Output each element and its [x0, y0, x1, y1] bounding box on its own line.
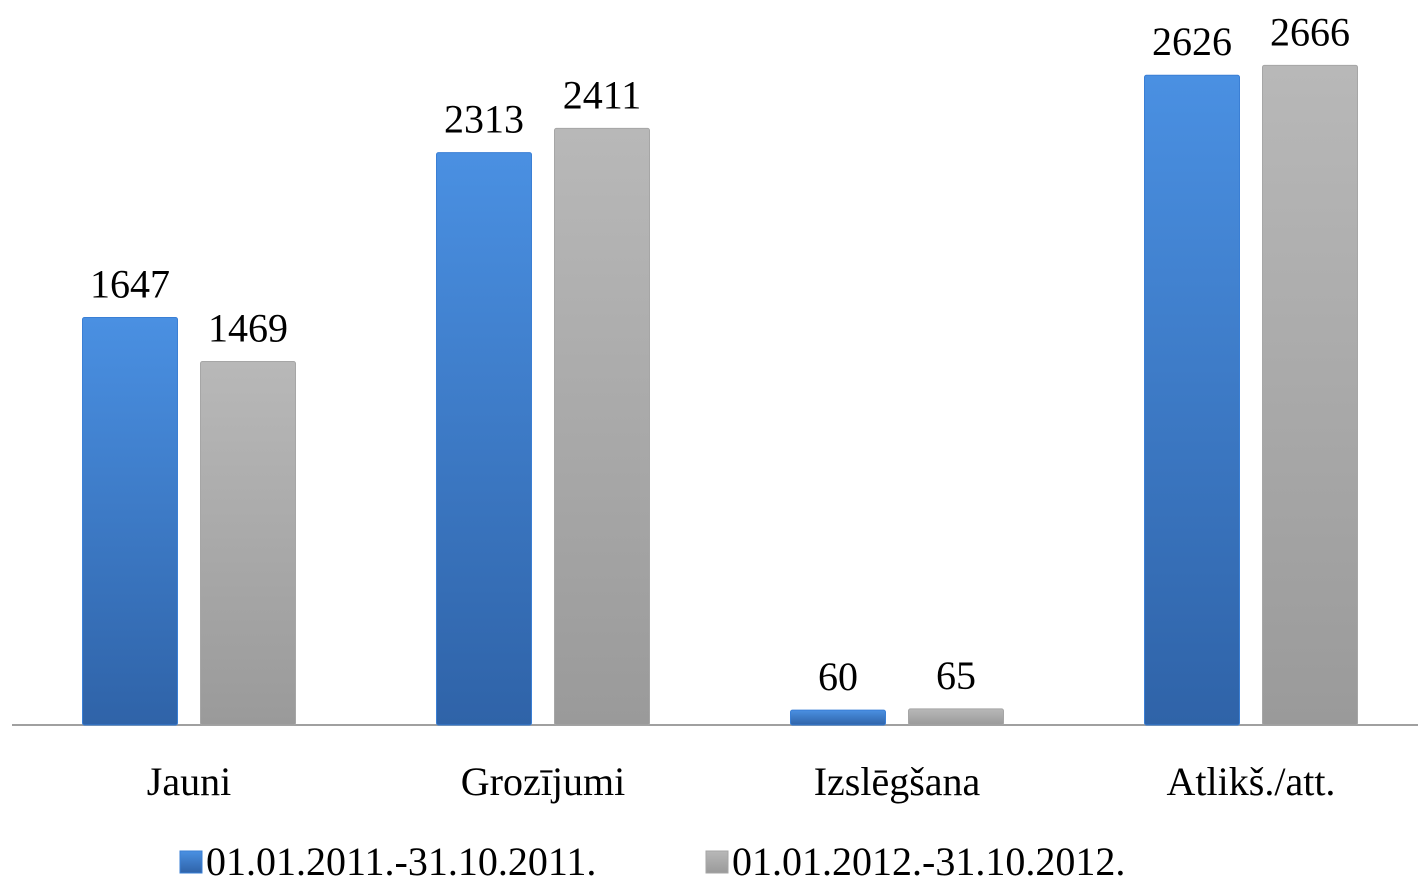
- x-tick-label: Atlikš./att.: [1167, 759, 1336, 804]
- x-tick-label: Jauni: [147, 759, 231, 804]
- legend-label: 01.01.2012.-31.10.2012.: [732, 839, 1125, 884]
- bar: [82, 316, 178, 726]
- data-label: 2626: [1152, 19, 1232, 64]
- data-label: 60: [818, 654, 858, 699]
- legend-label: 01.01.2011.-31.10.2011.: [206, 839, 596, 884]
- data-label: 1647: [90, 261, 170, 306]
- bar: [1144, 74, 1240, 726]
- x-tick-label: Izslēgšana: [814, 759, 981, 804]
- data-label: 1469: [208, 306, 288, 351]
- x-tick-label: Grozījumi: [461, 759, 625, 804]
- bar: [790, 709, 886, 726]
- bar: [436, 152, 532, 726]
- legend-swatch: [705, 850, 729, 874]
- bar: [908, 708, 1004, 726]
- bar: [200, 361, 296, 726]
- bar: [1262, 64, 1358, 726]
- data-label: 2411: [563, 72, 642, 117]
- data-label: 2313: [444, 97, 524, 142]
- data-label: 2666: [1270, 9, 1350, 54]
- legend-swatch: [179, 850, 203, 874]
- bar: [554, 127, 650, 726]
- data-label: 65: [936, 653, 976, 698]
